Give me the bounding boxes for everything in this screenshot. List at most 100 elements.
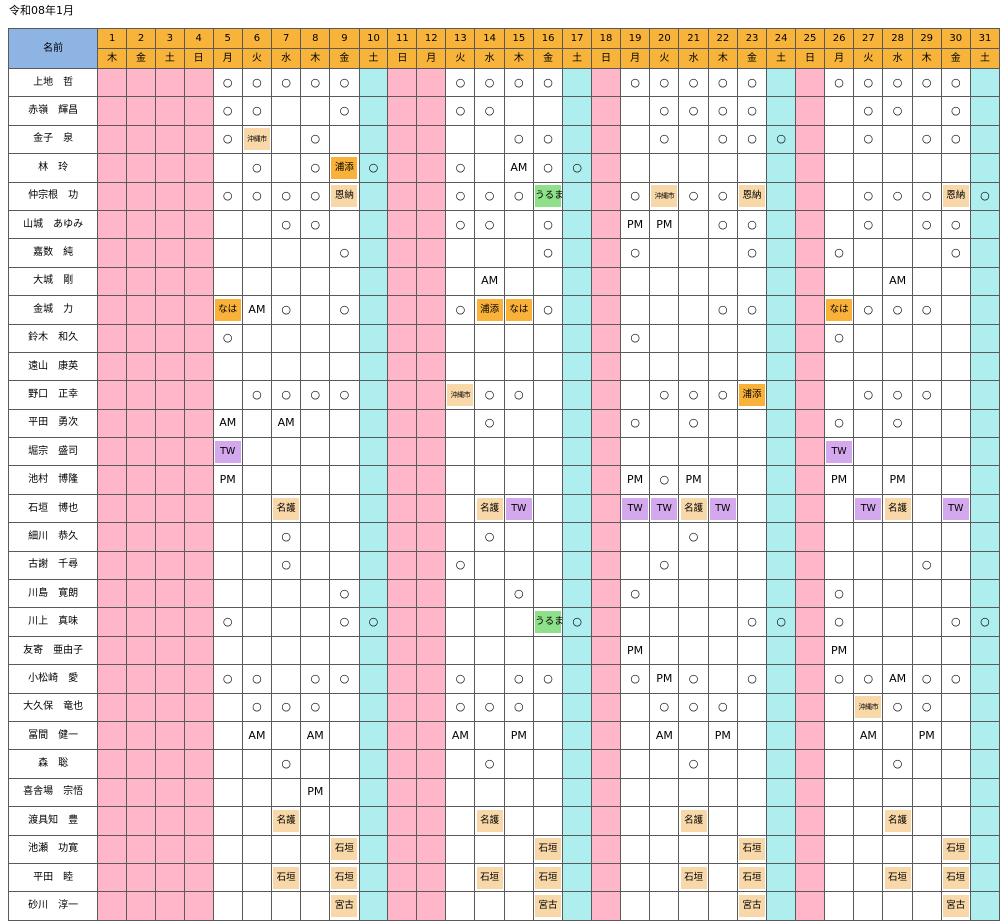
schedule-cell[interactable] — [329, 323, 360, 353]
schedule-cell[interactable]: ○ — [329, 67, 360, 98]
schedule-cell[interactable] — [707, 635, 738, 666]
schedule-cell[interactable] — [532, 806, 564, 836]
schedule-cell[interactable] — [678, 437, 709, 467]
schedule-cell[interactable] — [823, 124, 855, 155]
schedule-cell[interactable] — [969, 692, 1000, 722]
schedule-cell[interactable]: ○ — [853, 295, 884, 325]
schedule-cell[interactable]: ○ — [736, 209, 768, 240]
schedule-cell[interactable] — [474, 437, 505, 467]
schedule-cell[interactable] — [853, 607, 884, 637]
schedule-cell[interactable] — [823, 834, 855, 864]
schedule-cell[interactable]: ○ — [271, 209, 302, 240]
schedule-cell[interactable]: ○ — [503, 124, 534, 155]
schedule-cell[interactable] — [241, 834, 273, 864]
schedule-cell[interactable] — [126, 607, 156, 637]
schedule-cell[interactable]: ○ — [474, 408, 505, 439]
schedule-cell[interactable] — [562, 720, 593, 751]
schedule-cell[interactable] — [532, 96, 564, 126]
schedule-cell[interactable] — [154, 692, 185, 722]
schedule-cell[interactable] — [940, 351, 971, 382]
schedule-cell[interactable]: ○ — [241, 67, 273, 98]
schedule-cell[interactable] — [969, 720, 1000, 751]
schedule-cell[interactable]: 名護 — [474, 493, 505, 524]
schedule-cell[interactable] — [445, 635, 476, 666]
schedule-cell[interactable] — [97, 579, 128, 609]
schedule-cell[interactable]: AM — [503, 153, 534, 183]
schedule-cell[interactable] — [329, 266, 360, 297]
schedule-cell[interactable] — [154, 380, 185, 410]
schedule-cell[interactable]: ○ — [329, 238, 360, 268]
schedule-cell[interactable]: ○ — [532, 209, 564, 240]
schedule-cell[interactable]: 浦添 — [329, 153, 360, 183]
schedule-cell[interactable]: ○ — [649, 550, 680, 581]
schedule-cell[interactable] — [445, 806, 476, 836]
schedule-cell[interactable]: ○ — [300, 67, 331, 98]
schedule-cell[interactable]: AM — [882, 266, 913, 297]
schedule-cell[interactable]: ○ — [940, 238, 971, 268]
schedule-cell[interactable] — [707, 465, 738, 495]
schedule-cell[interactable] — [416, 266, 447, 297]
schedule-cell[interactable]: 沖縄市 — [241, 124, 273, 155]
schedule-cell[interactable] — [97, 124, 128, 155]
schedule-cell[interactable] — [969, 67, 1000, 98]
schedule-cell[interactable]: ○ — [329, 664, 360, 694]
schedule-cell[interactable] — [271, 664, 302, 694]
schedule-cell[interactable]: ○ — [911, 209, 942, 240]
schedule-cell[interactable] — [358, 209, 389, 240]
schedule-cell[interactable]: 石垣 — [678, 862, 709, 893]
schedule-cell[interactable] — [126, 408, 156, 439]
schedule-cell[interactable]: PM — [300, 777, 331, 808]
schedule-cell[interactable]: ○ — [212, 96, 243, 126]
schedule-cell[interactable]: AM — [474, 266, 505, 297]
schedule-cell[interactable] — [416, 408, 447, 439]
schedule-cell[interactable] — [940, 720, 971, 751]
schedule-cell[interactable]: ○ — [329, 380, 360, 410]
schedule-cell[interactable] — [474, 579, 505, 609]
schedule-cell[interactable]: ○ — [678, 522, 709, 552]
schedule-cell[interactable] — [736, 351, 768, 382]
schedule-cell[interactable] — [416, 806, 447, 836]
schedule-cell[interactable] — [795, 692, 825, 722]
schedule-cell[interactable] — [969, 806, 1000, 836]
schedule-cell[interactable]: ○ — [707, 692, 738, 722]
schedule-cell[interactable] — [300, 96, 331, 126]
schedule-cell[interactable] — [97, 380, 128, 410]
schedule-cell[interactable]: ○ — [707, 380, 738, 410]
schedule-cell[interactable] — [911, 891, 942, 921]
schedule-cell[interactable] — [445, 834, 476, 864]
schedule-cell[interactable]: ○ — [882, 96, 913, 126]
schedule-cell[interactable] — [97, 238, 128, 268]
schedule-cell[interactable] — [154, 408, 185, 439]
schedule-cell[interactable] — [707, 408, 738, 439]
schedule-cell[interactable]: 沖縄市 — [649, 181, 680, 211]
schedule-cell[interactable]: 石垣 — [940, 862, 971, 893]
schedule-cell[interactable] — [795, 579, 825, 609]
schedule-cell[interactable] — [766, 465, 797, 495]
schedule-cell[interactable] — [387, 238, 418, 268]
schedule-cell[interactable]: ○ — [707, 124, 738, 155]
schedule-cell[interactable] — [445, 493, 476, 524]
schedule-cell[interactable] — [97, 834, 128, 864]
schedule-cell[interactable] — [591, 891, 621, 921]
schedule-cell[interactable] — [795, 295, 825, 325]
schedule-cell[interactable] — [358, 465, 389, 495]
schedule-cell[interactable] — [619, 351, 651, 382]
schedule-cell[interactable] — [969, 550, 1000, 581]
schedule-cell[interactable]: PM — [707, 720, 738, 751]
schedule-cell[interactable] — [766, 181, 797, 211]
schedule-cell[interactable] — [853, 806, 884, 836]
schedule-cell[interactable] — [358, 96, 389, 126]
schedule-cell[interactable] — [823, 351, 855, 382]
schedule-cell[interactable] — [387, 351, 418, 382]
schedule-cell[interactable] — [619, 777, 651, 808]
schedule-cell[interactable]: ○ — [823, 607, 855, 637]
schedule-cell[interactable] — [591, 323, 621, 353]
schedule-cell[interactable] — [795, 777, 825, 808]
schedule-cell[interactable]: 浦添 — [736, 380, 768, 410]
schedule-cell[interactable] — [241, 437, 273, 467]
schedule-cell[interactable]: ○ — [532, 153, 564, 183]
schedule-cell[interactable] — [241, 209, 273, 240]
schedule-cell[interactable] — [387, 862, 418, 893]
schedule-cell[interactable]: ○ — [212, 67, 243, 98]
schedule-cell[interactable] — [591, 153, 621, 183]
